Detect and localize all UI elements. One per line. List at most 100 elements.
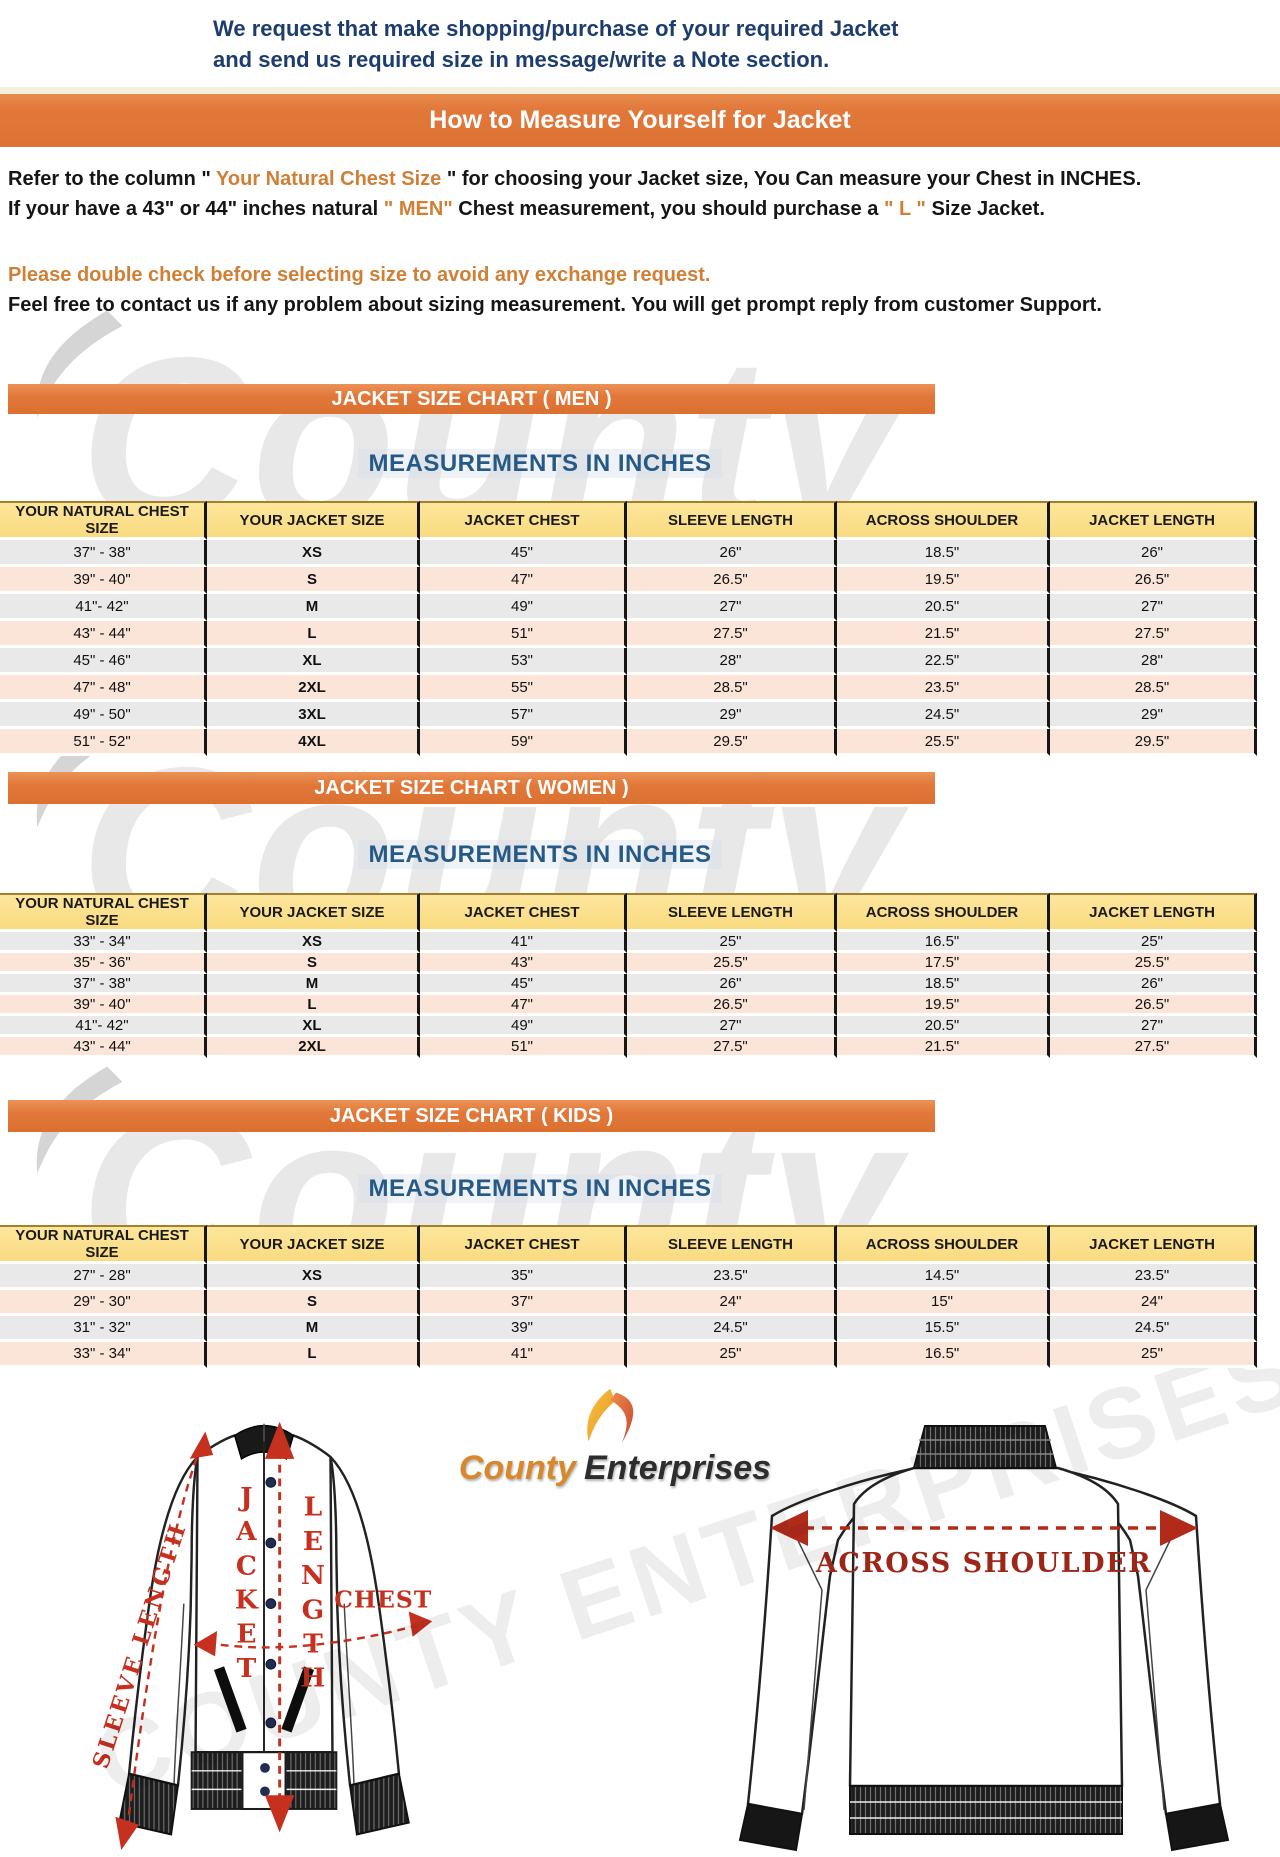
table-cell: 49" [420, 1016, 627, 1037]
right-sleeve [329, 1455, 401, 1787]
column-header: JACKET CHEST [420, 1225, 627, 1264]
column-header: YOUR JACKET SIZE [207, 893, 420, 932]
sizing-instructions: Refer to the column " Your Natural Chest… [8, 164, 1272, 224]
table-cell: 2XL [207, 1037, 420, 1058]
table-row: 27" - 28" XS 35" 23.5" 14.5" 23.5" [0, 1264, 1257, 1290]
table-cell: 27" [627, 1016, 837, 1037]
table-cell: 28" [1050, 648, 1257, 675]
header-row: YOUR NATURAL CHEST SIZE YOUR JACKET SIZE J… [0, 501, 1257, 540]
back-waistband [849, 1785, 1123, 1835]
column-header: JACKET CHEST [420, 893, 627, 932]
table-row: 45" - 46" XL 53" 28" 22.5" 28" [0, 648, 1257, 675]
logo-flame-icon [587, 1388, 634, 1444]
table-cell: 24.5" [837, 702, 1050, 729]
table-cell: 39" - 40" [0, 567, 207, 594]
purchase-notice-line2: and send us required size in message/wri… [213, 47, 830, 72]
table-cell: M [207, 1316, 420, 1342]
table-cell: 20.5" [837, 1016, 1050, 1037]
table-cell: 41"- 42" [0, 1016, 207, 1037]
logo-word-county: County [458, 1449, 576, 1487]
size-l-highlight: " L " [883, 198, 926, 220]
table-cell: 24" [627, 1290, 837, 1316]
table-cell: 20.5" [837, 594, 1050, 621]
men-size-table: YOUR NATURAL CHEST SIZE YOUR JACKET SIZE J… [0, 501, 1257, 756]
table-cell: 26.5" [627, 567, 837, 594]
table-cell: 27" [1050, 1016, 1257, 1037]
table-cell: 28.5" [1050, 675, 1257, 702]
table-cell: 51" [420, 621, 627, 648]
table-row: 43" - 44" L 51" 27.5" 21.5" 27.5" [0, 621, 1257, 648]
table-cell: L [207, 621, 420, 648]
table-cell: 23.5" [627, 1264, 837, 1290]
table-cell: 55" [420, 675, 627, 702]
table-cell: 19.5" [837, 995, 1050, 1016]
table-cell: 51" [420, 1037, 627, 1058]
table-cell: 39" - 40" [0, 995, 207, 1016]
table-cell: M [207, 974, 420, 995]
column-header: SLEEVE LENGTH [627, 1225, 837, 1264]
header-row: YOUR NATURAL CHEST SIZE YOUR JACKET SIZE J… [0, 1225, 1257, 1264]
table-cell: 57" [420, 702, 627, 729]
table-cell: 29.5" [627, 729, 837, 756]
how-to-measure-banner: How to Measure Yourself for Jacket [0, 94, 1280, 147]
table-cell: 26" [1050, 974, 1257, 995]
table-cell: 15" [837, 1290, 1050, 1316]
column-header: YOUR JACKET SIZE [207, 501, 420, 540]
table-cell: 33" - 34" [0, 1342, 207, 1368]
kids-chart-bar: JACKET SIZE CHART ( KIDS ) [8, 1100, 935, 1132]
table-row: 43" - 44" 2XL 51" 27.5" 21.5" 27.5" [0, 1037, 1257, 1058]
measurements-heading: MEASUREMENTS IN INCHES [0, 840, 1080, 869]
table-cell: L [207, 1342, 420, 1368]
table-cell: 39" [420, 1316, 627, 1342]
table-row: 47" - 48" 2XL 55" 28.5" 23.5" 28.5" [0, 675, 1257, 702]
buttons [265, 1477, 277, 1729]
table-cell: 17.5" [837, 953, 1050, 974]
table-cell: 24" [1050, 1290, 1257, 1316]
table-cell: 43" [420, 953, 627, 974]
table-cell: 26" [1050, 540, 1257, 567]
table-cell: 25.5" [837, 729, 1050, 756]
chest-label: CHEST [334, 1586, 432, 1614]
column-header: YOUR NATURAL CHEST SIZE [0, 501, 207, 540]
column-header: JACKET LENGTH [1050, 893, 1257, 932]
table-cell: XS [207, 540, 420, 567]
table-cell: 26.5" [627, 995, 837, 1016]
table-cell: 27.5" [1050, 1037, 1257, 1058]
table-cell: 25.5" [627, 953, 837, 974]
table-cell: 29.5" [1050, 729, 1257, 756]
column-header: SLEEVE LENGTH [627, 501, 837, 540]
table-cell: S [207, 567, 420, 594]
table-cell: 37" - 38" [0, 540, 207, 567]
table-cell: 41"- 42" [0, 594, 207, 621]
purchase-notice: We request that make shopping/purchase o… [213, 0, 1280, 75]
table-cell: 25" [1050, 932, 1257, 953]
contact-support-note: Feel free to contact us if any problem a… [8, 294, 1102, 316]
company-name: County Enterprises [440, 1450, 790, 1486]
table-cell: 28.5" [627, 675, 837, 702]
column-header: YOUR NATURAL CHEST SIZE [0, 1225, 207, 1264]
table-cell: 26" [627, 540, 837, 567]
table-cell: 16.5" [837, 1342, 1050, 1368]
table-cell: 27.5" [1050, 621, 1257, 648]
table-row: 39" - 40" L 47" 26.5" 19.5" 26.5" [0, 995, 1257, 1016]
table-cell: 19.5" [837, 567, 1050, 594]
table-row: 49" - 50" 3XL 57" 29" 24.5" 29" [0, 702, 1257, 729]
table-cell: 45" [420, 974, 627, 995]
table-cell: 51" - 52" [0, 729, 207, 756]
column-header: ACROSS SHOULDER [837, 1225, 1050, 1264]
table-cell: 3XL [207, 702, 420, 729]
table-row: 31" - 32" M 39" 24.5" 15.5" 24.5" [0, 1316, 1257, 1342]
table-cell: 59" [420, 729, 627, 756]
column-header: YOUR NATURAL CHEST SIZE [0, 893, 207, 932]
table-cell: 29" [627, 702, 837, 729]
table-cell: 16.5" [837, 932, 1050, 953]
table-row: 35" - 36" S 43" 25.5" 17.5" 25.5" [0, 953, 1257, 974]
right-pocket [281, 1666, 315, 1733]
logo-word-enterprises: Enterprises [584, 1449, 772, 1487]
table-cell: 49" [420, 594, 627, 621]
table-cell: 31" - 32" [0, 1316, 207, 1342]
table-row: 37" - 38" M 45" 26" 18.5" 26" [0, 974, 1257, 995]
